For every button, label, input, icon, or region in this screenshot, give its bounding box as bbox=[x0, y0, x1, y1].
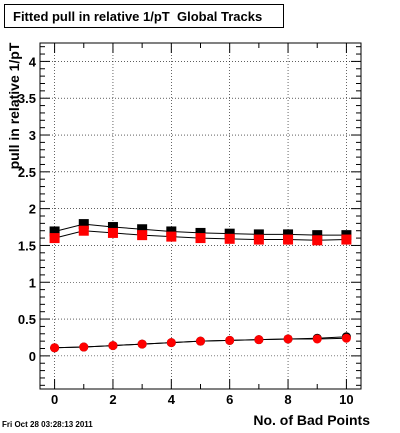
x-tick-label: 6 bbox=[226, 392, 233, 407]
data-point bbox=[312, 230, 323, 241]
data-point bbox=[108, 341, 118, 351]
data-point bbox=[166, 338, 176, 348]
x-tick-label: 8 bbox=[284, 392, 291, 407]
data-point bbox=[253, 229, 264, 240]
y-tick-label: 1 bbox=[29, 275, 36, 290]
data-point bbox=[50, 343, 60, 353]
x-tick-label: 0 bbox=[51, 392, 58, 407]
timestamp: Fri Oct 28 03:28:13 2011 bbox=[2, 420, 93, 429]
data-point bbox=[79, 342, 89, 352]
y-tick-label: 3.5 bbox=[18, 91, 36, 106]
markers bbox=[49, 219, 352, 353]
data-point bbox=[166, 231, 177, 242]
data-point bbox=[253, 234, 264, 245]
data-point bbox=[283, 334, 293, 344]
data-point bbox=[78, 225, 89, 236]
data-point bbox=[341, 333, 351, 343]
data-point bbox=[137, 224, 148, 235]
y-tick-label: 0.5 bbox=[18, 312, 36, 327]
grid bbox=[40, 43, 361, 389]
x-tick-label: 2 bbox=[109, 392, 116, 407]
x-axis-label: No. of Bad Points bbox=[253, 412, 370, 428]
y-tick-label: 2 bbox=[29, 202, 36, 217]
data-point bbox=[224, 233, 235, 244]
data-point bbox=[195, 227, 206, 238]
data-point bbox=[107, 222, 118, 233]
data-point bbox=[78, 219, 89, 230]
data-point bbox=[137, 230, 148, 241]
y-tick-label: 2.5 bbox=[18, 165, 36, 180]
data-point bbox=[137, 339, 147, 349]
x-tick-label: 4 bbox=[168, 392, 176, 407]
chart-title: Fitted pull in relative 1/pT Global Trac… bbox=[4, 4, 284, 28]
data-point bbox=[341, 234, 352, 245]
data-point bbox=[283, 234, 294, 245]
y-axis-label: pull in relative 1/pT bbox=[6, 42, 22, 170]
data-point bbox=[225, 335, 235, 345]
x-tick-label: 10 bbox=[339, 392, 353, 407]
data-point bbox=[283, 229, 294, 240]
y-tick-label: 1.5 bbox=[18, 238, 36, 253]
y-tick-label: 3 bbox=[29, 128, 36, 143]
y-tick-label: 0 bbox=[29, 349, 36, 364]
data-point bbox=[49, 226, 60, 237]
data-point bbox=[166, 226, 177, 237]
data-point bbox=[254, 335, 264, 345]
data-point bbox=[195, 233, 206, 244]
data-point bbox=[196, 336, 205, 346]
data-point bbox=[312, 334, 322, 344]
data-point bbox=[107, 227, 118, 238]
data-point bbox=[224, 228, 235, 239]
y-tick-label: 4 bbox=[29, 54, 37, 69]
data-point bbox=[312, 235, 323, 246]
data-point bbox=[49, 233, 60, 244]
axes: 0 2 4 6 8 10 0 0.5 1 1.5 2 2.5 3 3.5 4 bbox=[18, 43, 361, 407]
